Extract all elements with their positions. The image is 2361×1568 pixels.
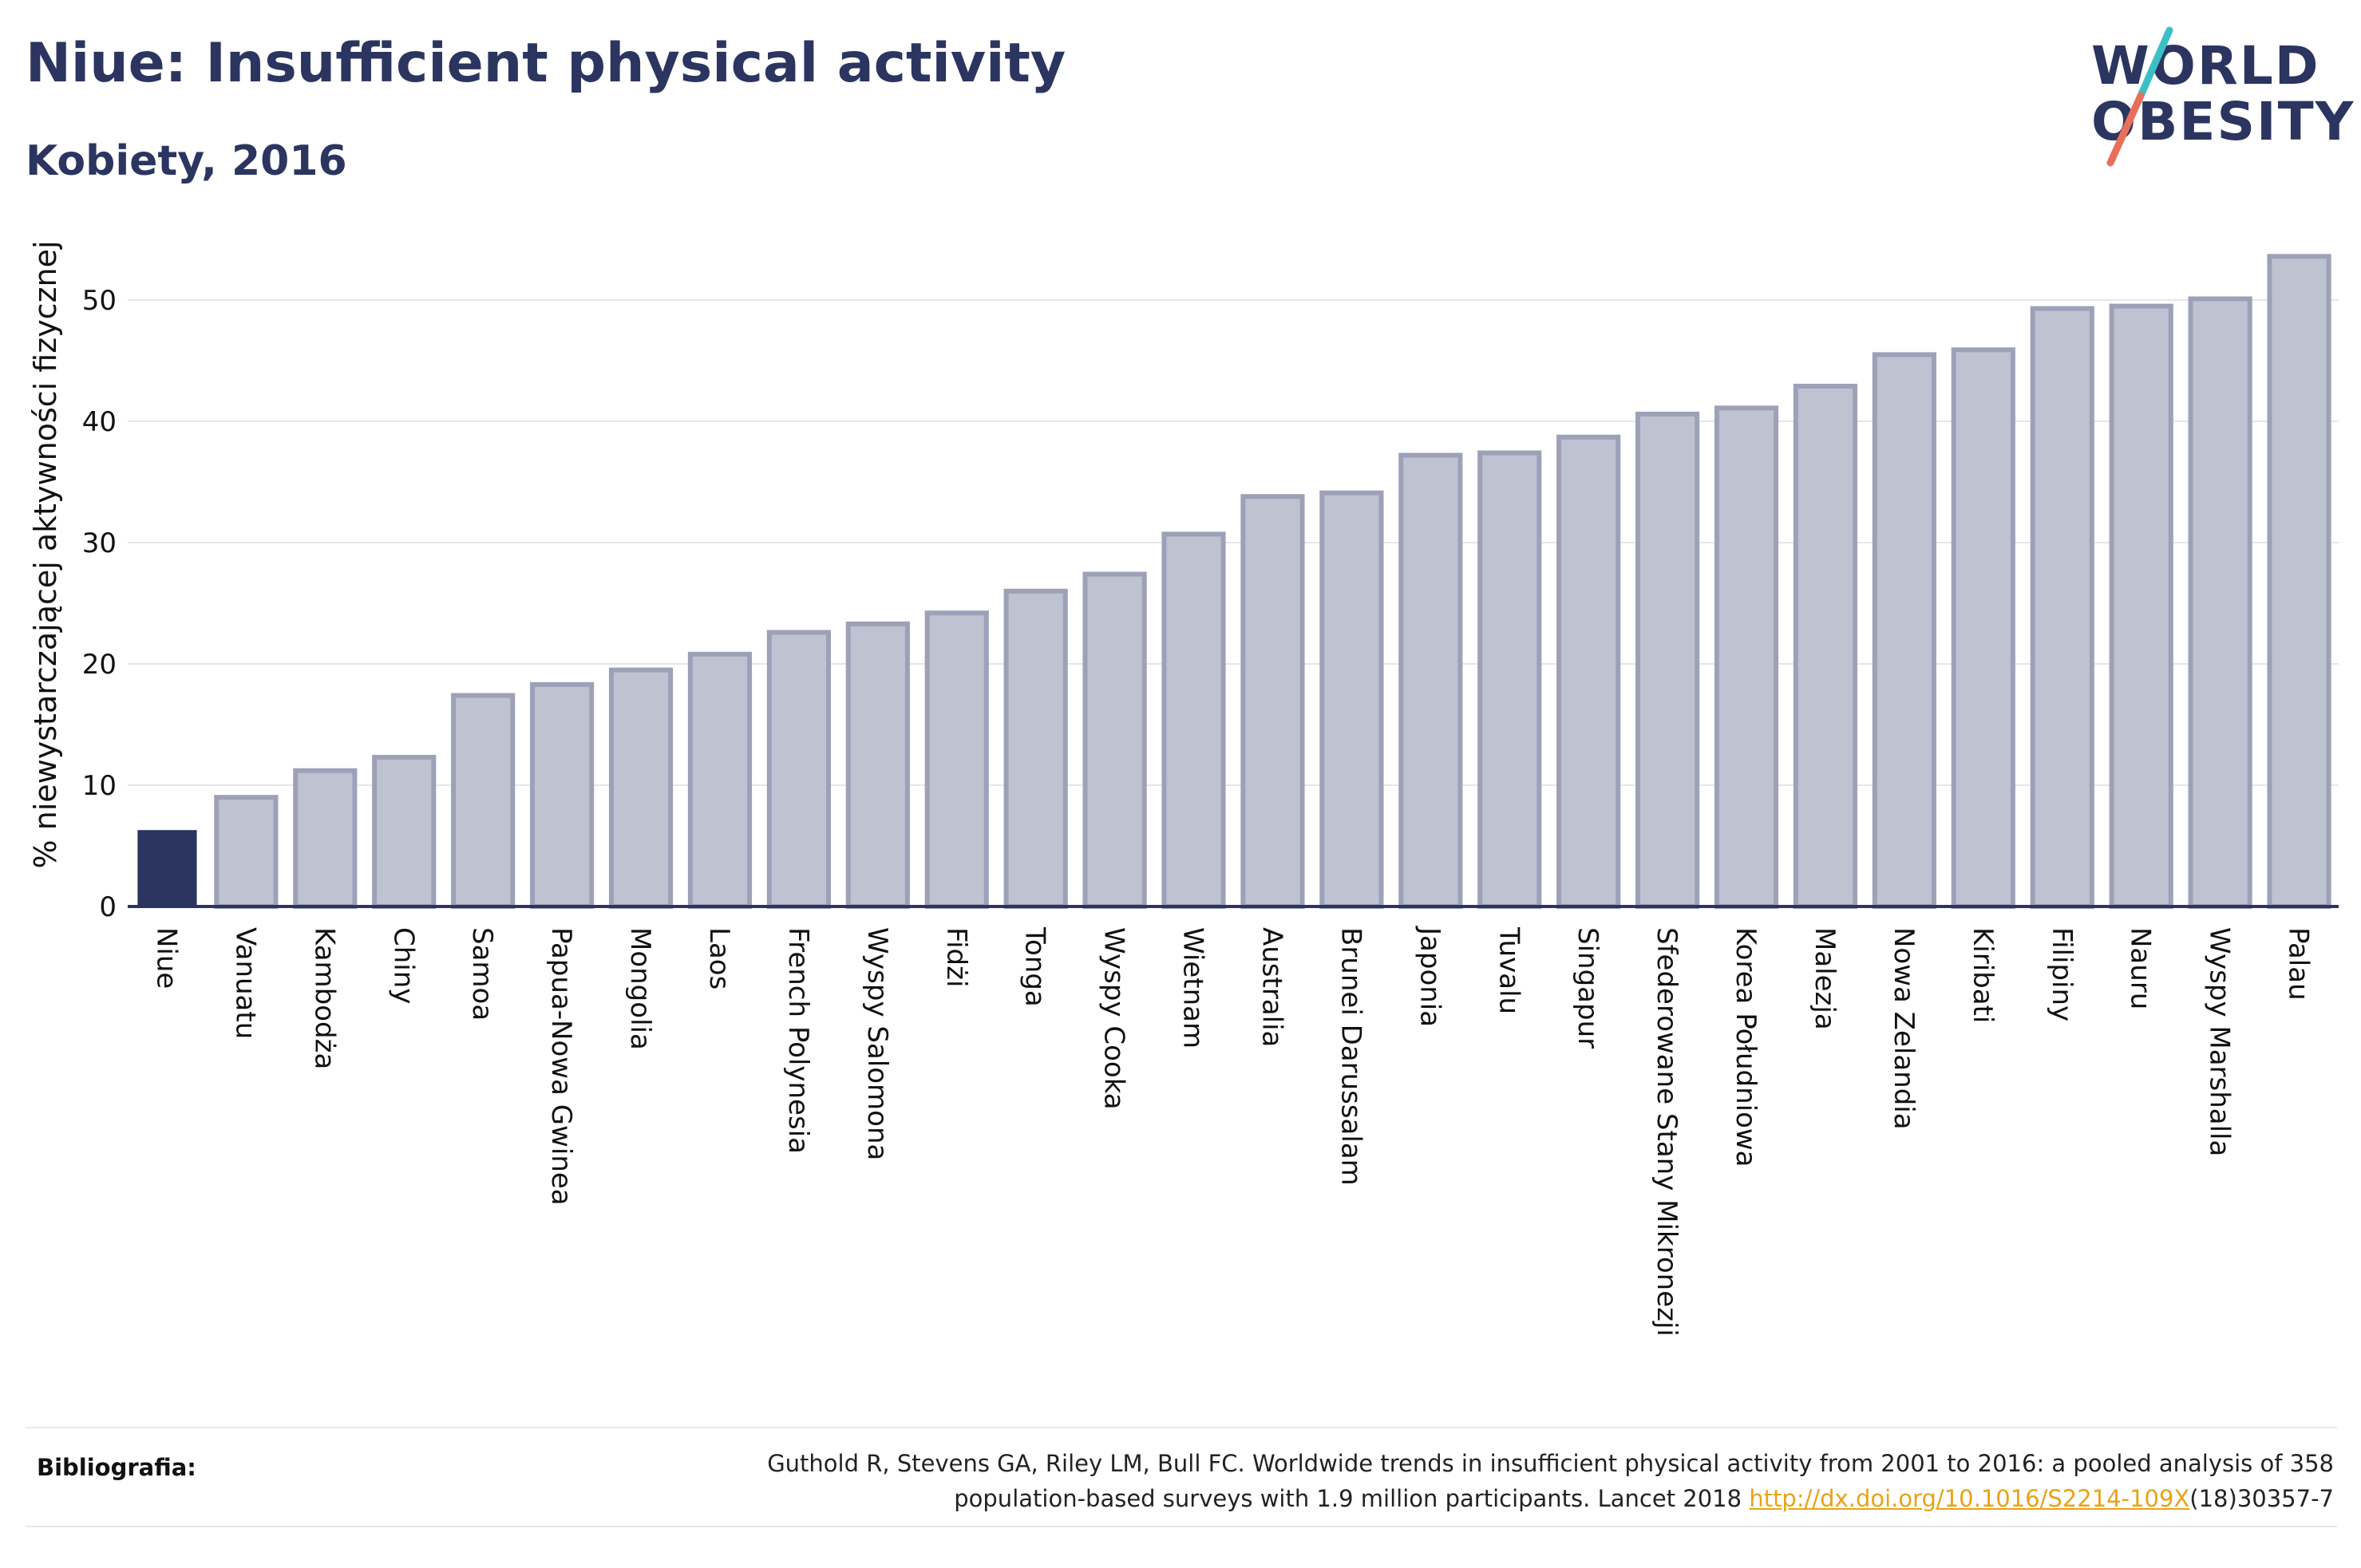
y-tick-label: 30 xyxy=(82,527,117,559)
doi-link[interactable]: http://dx.doi.org/10.1016/S2214-109X xyxy=(1749,1485,2190,1512)
x-tick-label: Singapur xyxy=(1572,927,1604,1049)
x-tick-label: Tuvalu xyxy=(1493,926,1525,1014)
x-tick-label: Samoa xyxy=(466,927,498,1021)
x-tick-label: Mongolia xyxy=(624,927,656,1050)
logo-line-1: WORLD xyxy=(2091,35,2320,97)
bar-nauru xyxy=(2109,303,2173,910)
bar-tonga xyxy=(1003,588,1068,909)
bar-wietnam xyxy=(1161,531,1226,909)
citation-line-1: Guthold R, Stevens GA, Riley LM, Bull FC… xyxy=(767,1450,2334,1477)
x-tick-label: Tonga xyxy=(1019,926,1051,1007)
y-tick-label: 20 xyxy=(82,649,117,681)
citation: Guthold R, Stevens GA, Riley LM, Bull FC… xyxy=(498,1446,2334,1516)
bar-australia xyxy=(1240,494,1305,909)
citation-line-2: population-based surveys with 1.9 millio… xyxy=(498,1481,2334,1516)
page-title: Niue: Insufficient physical activity xyxy=(26,32,1066,95)
x-tick-label: Wyspy Cooka xyxy=(1098,927,1130,1110)
x-tick-label: Korea Południowa xyxy=(1730,927,1762,1167)
x-tick-label: Japonia xyxy=(1414,926,1445,1027)
labels-layer: 0 10 20 30 40 50 Niue Vanuatu Kambodża Chiny Samoa… xyxy=(82,285,2315,1337)
footer-label: Bibliografia: xyxy=(37,1454,196,1481)
x-tick-label: Palau xyxy=(2283,927,2315,1001)
x-tick-label: Kiribati xyxy=(1967,927,1999,1023)
citation-line-2-suffix: (18)30357-7 xyxy=(2189,1485,2334,1512)
bar-mongolia xyxy=(608,667,674,909)
bar-laos xyxy=(687,651,753,910)
x-tick-label: Kambodża xyxy=(308,927,340,1069)
bar-japonia xyxy=(1398,452,1463,909)
x-tick-label: Sfederowane Stany Mikronezji xyxy=(1651,927,1683,1337)
x-tick-label: Malezja xyxy=(1809,927,1841,1030)
bar-papua-nowa-gwinea xyxy=(530,681,595,910)
logo-slash-icon xyxy=(2106,26,2173,167)
bar-palau xyxy=(2267,254,2331,909)
bar-sfederowane-stany-mikronezji xyxy=(1635,411,1700,909)
footer-divider-bottom xyxy=(26,1526,2337,1527)
bar-wyspy-cooka xyxy=(1082,571,1147,910)
x-tick-label: Wyspy Salomona xyxy=(861,927,893,1160)
y-axis-label: % niewystarczającej aktywności fizycznej xyxy=(28,240,63,868)
bar-korea-południowa xyxy=(1714,405,1779,909)
bar-kambodża xyxy=(293,768,358,910)
bar-vanuatu xyxy=(214,795,279,910)
bar-malezja xyxy=(1793,383,1858,910)
x-tick-label: Brunei Darussalam xyxy=(1335,927,1366,1186)
bar-singapur xyxy=(1556,434,1621,909)
bar-fidżi xyxy=(924,610,989,909)
y-tick-label: 50 xyxy=(82,285,117,317)
bars-layer xyxy=(137,254,2331,910)
citation-line-2-text: population-based surveys with 1.9 millio… xyxy=(954,1485,1750,1512)
footer-divider-top xyxy=(26,1427,2337,1428)
x-tick-label: Fidżi xyxy=(940,927,972,987)
bar-niue xyxy=(137,830,197,906)
x-tick-label: French Polynesia xyxy=(782,927,814,1154)
x-tick-label: Vanuatu xyxy=(229,927,261,1039)
x-tick-label: Australia xyxy=(1256,927,1287,1047)
bar-wyspy-salomona xyxy=(845,621,910,910)
y-tick-label: 40 xyxy=(82,406,117,438)
bar-filipiny xyxy=(2030,306,2094,909)
bar-nowa-zelandia xyxy=(1872,352,1936,909)
bar-french-polynesia xyxy=(766,630,831,909)
bar-brunei-darussalam xyxy=(1319,490,1384,909)
bar-chiny xyxy=(372,755,437,909)
x-tick-label: Wietnam xyxy=(1177,927,1209,1049)
bar-tuvalu xyxy=(1477,450,1542,909)
y-tick-label: 10 xyxy=(82,770,117,802)
x-tick-label: Wyspy Marshalla xyxy=(2204,927,2236,1156)
x-tick-label: Niue xyxy=(150,927,182,989)
x-tick-label: Papua-Nowa Gwinea xyxy=(545,927,577,1206)
x-tick-label: Nauru xyxy=(2125,927,2157,1009)
bar-wyspy-marshalla xyxy=(2188,296,2252,910)
bar-kiribati xyxy=(1951,347,2015,909)
bar-samoa xyxy=(451,693,516,910)
x-tick-label: Chiny xyxy=(387,927,419,1004)
x-tick-label: Nowa Zelandia xyxy=(1888,927,1920,1130)
x-tick-label: Laos xyxy=(703,927,735,989)
page-subtitle: Kobiety, 2016 xyxy=(26,137,347,185)
bar-chart: 0 10 20 30 40 50 Niue Vanuatu Kambodża Chiny Samoa… xyxy=(28,240,2339,1337)
x-tick-label: Filipiny xyxy=(2046,927,2078,1021)
world-obesity-logo: WORLD OBESITY xyxy=(2075,24,2353,176)
y-tick-label: 0 xyxy=(99,891,117,923)
